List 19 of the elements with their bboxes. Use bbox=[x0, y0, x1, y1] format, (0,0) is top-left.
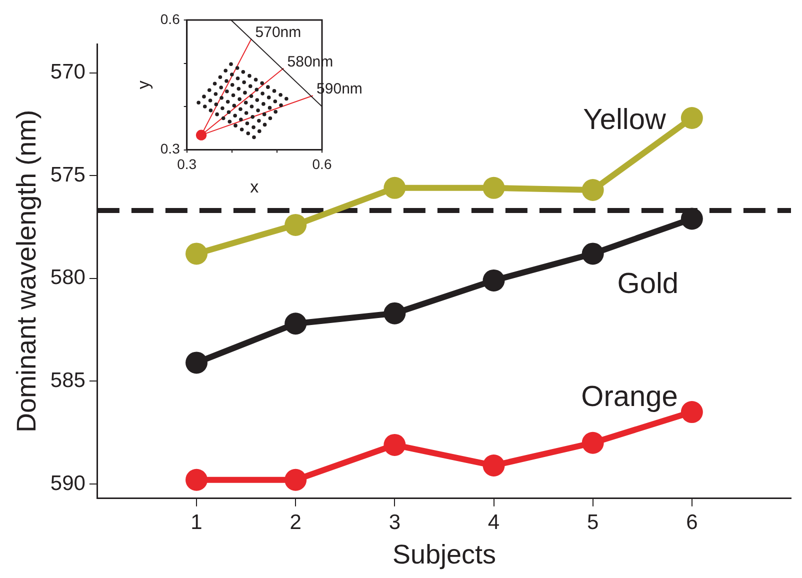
x-tick-label: 4 bbox=[488, 510, 500, 534]
y-axis-title: Dominant wavelength (nm) bbox=[12, 110, 42, 433]
y-tick-label: 575 bbox=[50, 163, 86, 186]
series-label: Yellow bbox=[583, 104, 667, 136]
y-tick-label: 590 bbox=[50, 472, 86, 495]
x-tick-label: 1 bbox=[190, 510, 202, 534]
y-tick-label: 570 bbox=[50, 60, 86, 84]
x-tick-label: 2 bbox=[290, 510, 302, 534]
x-axis-title: Subjects bbox=[392, 539, 496, 570]
x-tick-label: 3 bbox=[388, 510, 401, 534]
x-axis-title: x bbox=[250, 177, 260, 196]
x-tick-label: 6 bbox=[686, 510, 698, 534]
annotation: 570nm bbox=[255, 24, 302, 42]
y-tick-label: 585 bbox=[50, 369, 86, 392]
x-tick-label: 5 bbox=[586, 510, 599, 534]
series-label: Orange bbox=[581, 381, 678, 414]
series-label: Gold bbox=[617, 268, 679, 300]
y-tick-label: 580 bbox=[50, 266, 86, 290]
y-axis-title: y bbox=[134, 80, 153, 90]
